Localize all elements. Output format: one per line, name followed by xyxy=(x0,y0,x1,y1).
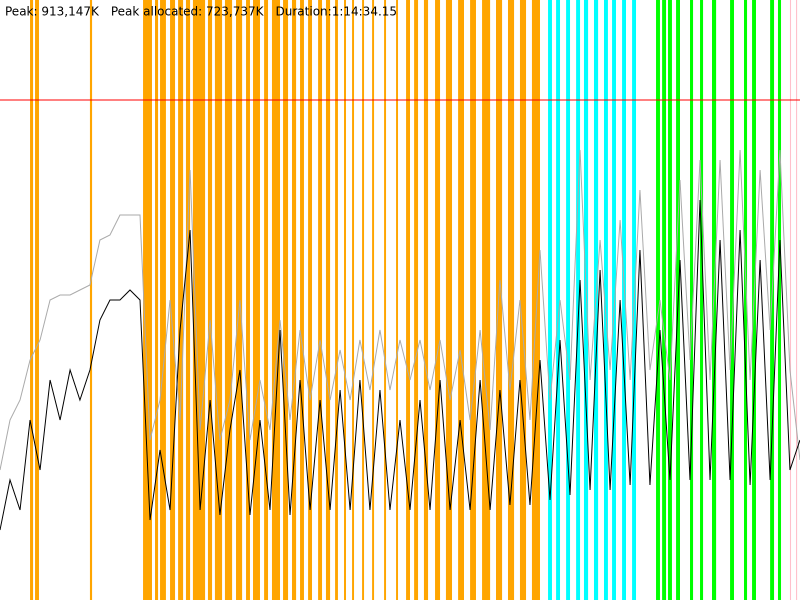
gc-band xyxy=(352,0,355,600)
gc-band xyxy=(291,0,297,600)
overlay: Peak: 913,147K Peak allocated: 723,737K Du… xyxy=(0,5,800,101)
gc-band xyxy=(178,0,184,600)
gc-band xyxy=(362,0,365,600)
header-stat: Peak: 913,147K xyxy=(5,5,100,19)
gc-band xyxy=(700,0,704,600)
gc-band xyxy=(155,0,159,600)
memory-line xyxy=(0,149,800,471)
gc-band xyxy=(531,0,540,600)
gc-band xyxy=(470,0,476,600)
gc-band xyxy=(548,0,552,600)
gc-band xyxy=(406,0,410,600)
gc-band xyxy=(458,0,464,600)
gc-band xyxy=(414,0,419,600)
gc-band xyxy=(384,0,387,600)
gc-band xyxy=(335,0,338,600)
gc-band xyxy=(246,0,250,600)
header-stat: Peak allocated: 723,737K xyxy=(111,5,265,19)
gc-band xyxy=(207,0,213,600)
memory-lines xyxy=(0,149,800,531)
gc-band xyxy=(519,0,527,600)
gc-band xyxy=(30,0,34,600)
gc-band xyxy=(656,0,660,600)
gc-band xyxy=(668,0,672,600)
gc-band xyxy=(777,0,782,600)
gc-band xyxy=(325,0,331,600)
gc-band xyxy=(507,0,515,600)
gc-band xyxy=(283,0,289,600)
gc-band xyxy=(214,0,223,600)
gc-band xyxy=(396,0,399,600)
gc-band xyxy=(690,0,694,600)
gc-band xyxy=(264,0,269,600)
gc-band xyxy=(622,0,626,600)
gc-band xyxy=(253,0,260,600)
gc-band xyxy=(143,0,152,600)
gc-band xyxy=(576,0,581,600)
gc-band xyxy=(744,0,748,600)
gc-band xyxy=(604,0,608,600)
gc-band xyxy=(583,0,589,600)
gc-band xyxy=(35,0,39,600)
gc-band xyxy=(566,0,571,600)
gc-band xyxy=(318,0,323,600)
gc-band xyxy=(556,0,561,600)
gc-band xyxy=(308,0,313,600)
gc-band xyxy=(730,0,734,600)
gc-band xyxy=(372,0,375,600)
gc-band xyxy=(344,0,346,600)
gc-band xyxy=(192,0,206,600)
gc-band xyxy=(224,0,233,600)
gc-band xyxy=(482,0,491,600)
gc-band xyxy=(89,0,93,600)
gc-band xyxy=(423,0,429,600)
gc-band xyxy=(789,0,792,600)
gc-band xyxy=(445,0,453,600)
gc-band xyxy=(662,0,667,600)
gc-band xyxy=(435,0,441,600)
memory-line xyxy=(0,199,800,531)
gc-band xyxy=(300,0,304,600)
gc-band xyxy=(796,0,798,600)
gc-band xyxy=(170,0,176,600)
gc-band xyxy=(271,0,281,600)
header-stat: Duration:1:14:34.15 xyxy=(276,5,398,19)
gc-band xyxy=(185,0,191,600)
gc-band xyxy=(160,0,166,600)
gc-band xyxy=(236,0,243,600)
gc-band xyxy=(612,0,616,600)
